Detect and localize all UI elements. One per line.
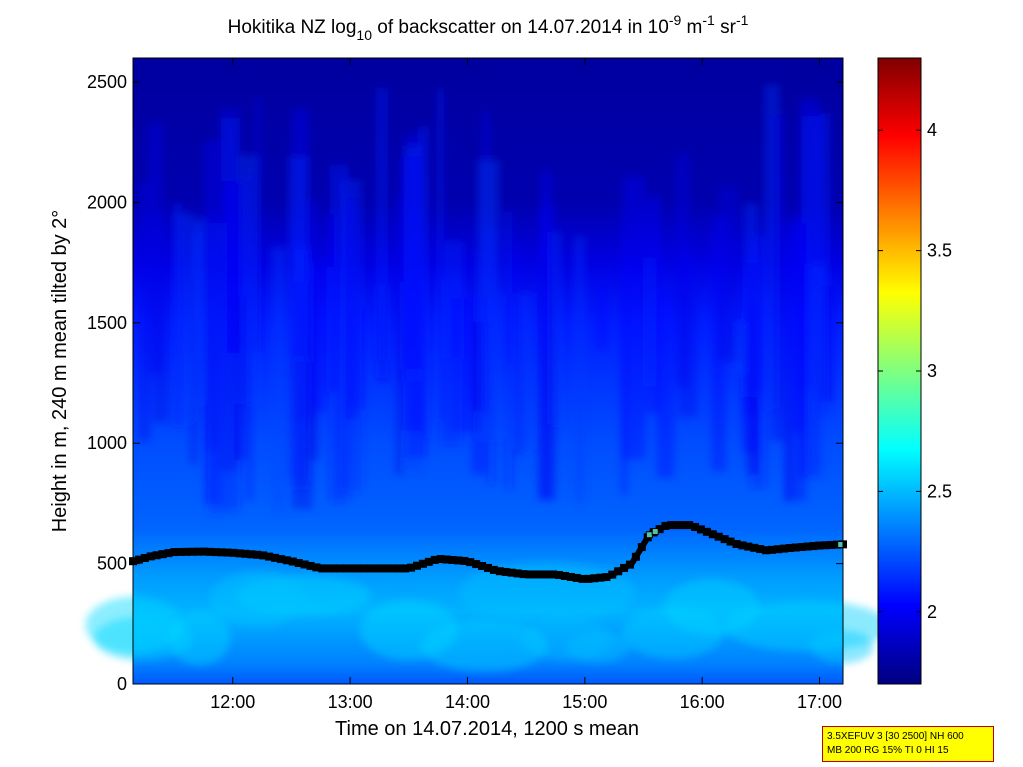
- y-axis: 0 500 1000 1500 2000 2500: [87, 72, 843, 694]
- x-tick-label: 17:00: [797, 692, 842, 712]
- info-line-2: MB 200 RG 15% TI 0 HI 15: [827, 745, 949, 756]
- layer-height-series: [129, 521, 847, 583]
- x-axis-label: Time on 14.07.2014, 1200 s mean: [335, 718, 639, 740]
- layer-marker: [637, 543, 646, 552]
- x-axis: 12:00 13:00 14:00 15:00 16:00 17:00: [210, 58, 842, 712]
- colorbar-fill: [877, 57, 922, 685]
- layer-marker: [837, 540, 845, 548]
- x-tick-label: 12:00: [210, 692, 255, 712]
- layer-marker: [626, 560, 634, 569]
- plot-frame: [132, 57, 844, 685]
- colorbar-tick-label: 3: [927, 361, 937, 381]
- settings-info-box: 3.5XEFUV 3 [30 2500] NH 600 MB 200 RG 15…: [822, 726, 994, 762]
- x-tick-label: 13:00: [328, 692, 373, 712]
- colorbar-tick-label: 4: [927, 120, 937, 140]
- y-tick-label: 0: [117, 674, 127, 694]
- y-tick-label: 500: [97, 554, 127, 574]
- colorbar-tick-label: 2.5: [927, 481, 952, 501]
- y-axis-label: Height in m, 240 m mean tilted by 2°: [49, 210, 71, 533]
- y-tick-label: 2500: [87, 72, 127, 92]
- colorbar: 2 2.5 3 3.5 4: [877, 57, 952, 685]
- x-tick-label: 15:00: [562, 692, 607, 712]
- y-tick-label: 2000: [87, 192, 127, 212]
- plot-area: 12:00 13:00 14:00 15:00 16:00 17:00 0 500 1000 1…: [85, 57, 890, 712]
- y-tick-label: 1000: [87, 433, 127, 453]
- colorbar-ticks: 2 2.5 3 3.5 4: [878, 120, 952, 622]
- y-tick-label: 1500: [87, 313, 127, 333]
- info-line-1: 3.5XEFUV 3 [30 2500] NH 600: [827, 731, 964, 742]
- layer-marker: [651, 528, 659, 536]
- chart-title: Hokitika NZ log10 of backscatter on 14.0…: [228, 12, 749, 43]
- layer-marker: [645, 531, 653, 539]
- x-tick-label: 14:00: [445, 692, 490, 712]
- layer-marker: [631, 552, 640, 561]
- x-tick-label: 16:00: [680, 692, 725, 712]
- colorbar-tick-label: 3.5: [927, 241, 952, 261]
- heatmap-texture: [85, 84, 890, 672]
- colorbar-tick-label: 2: [927, 602, 937, 622]
